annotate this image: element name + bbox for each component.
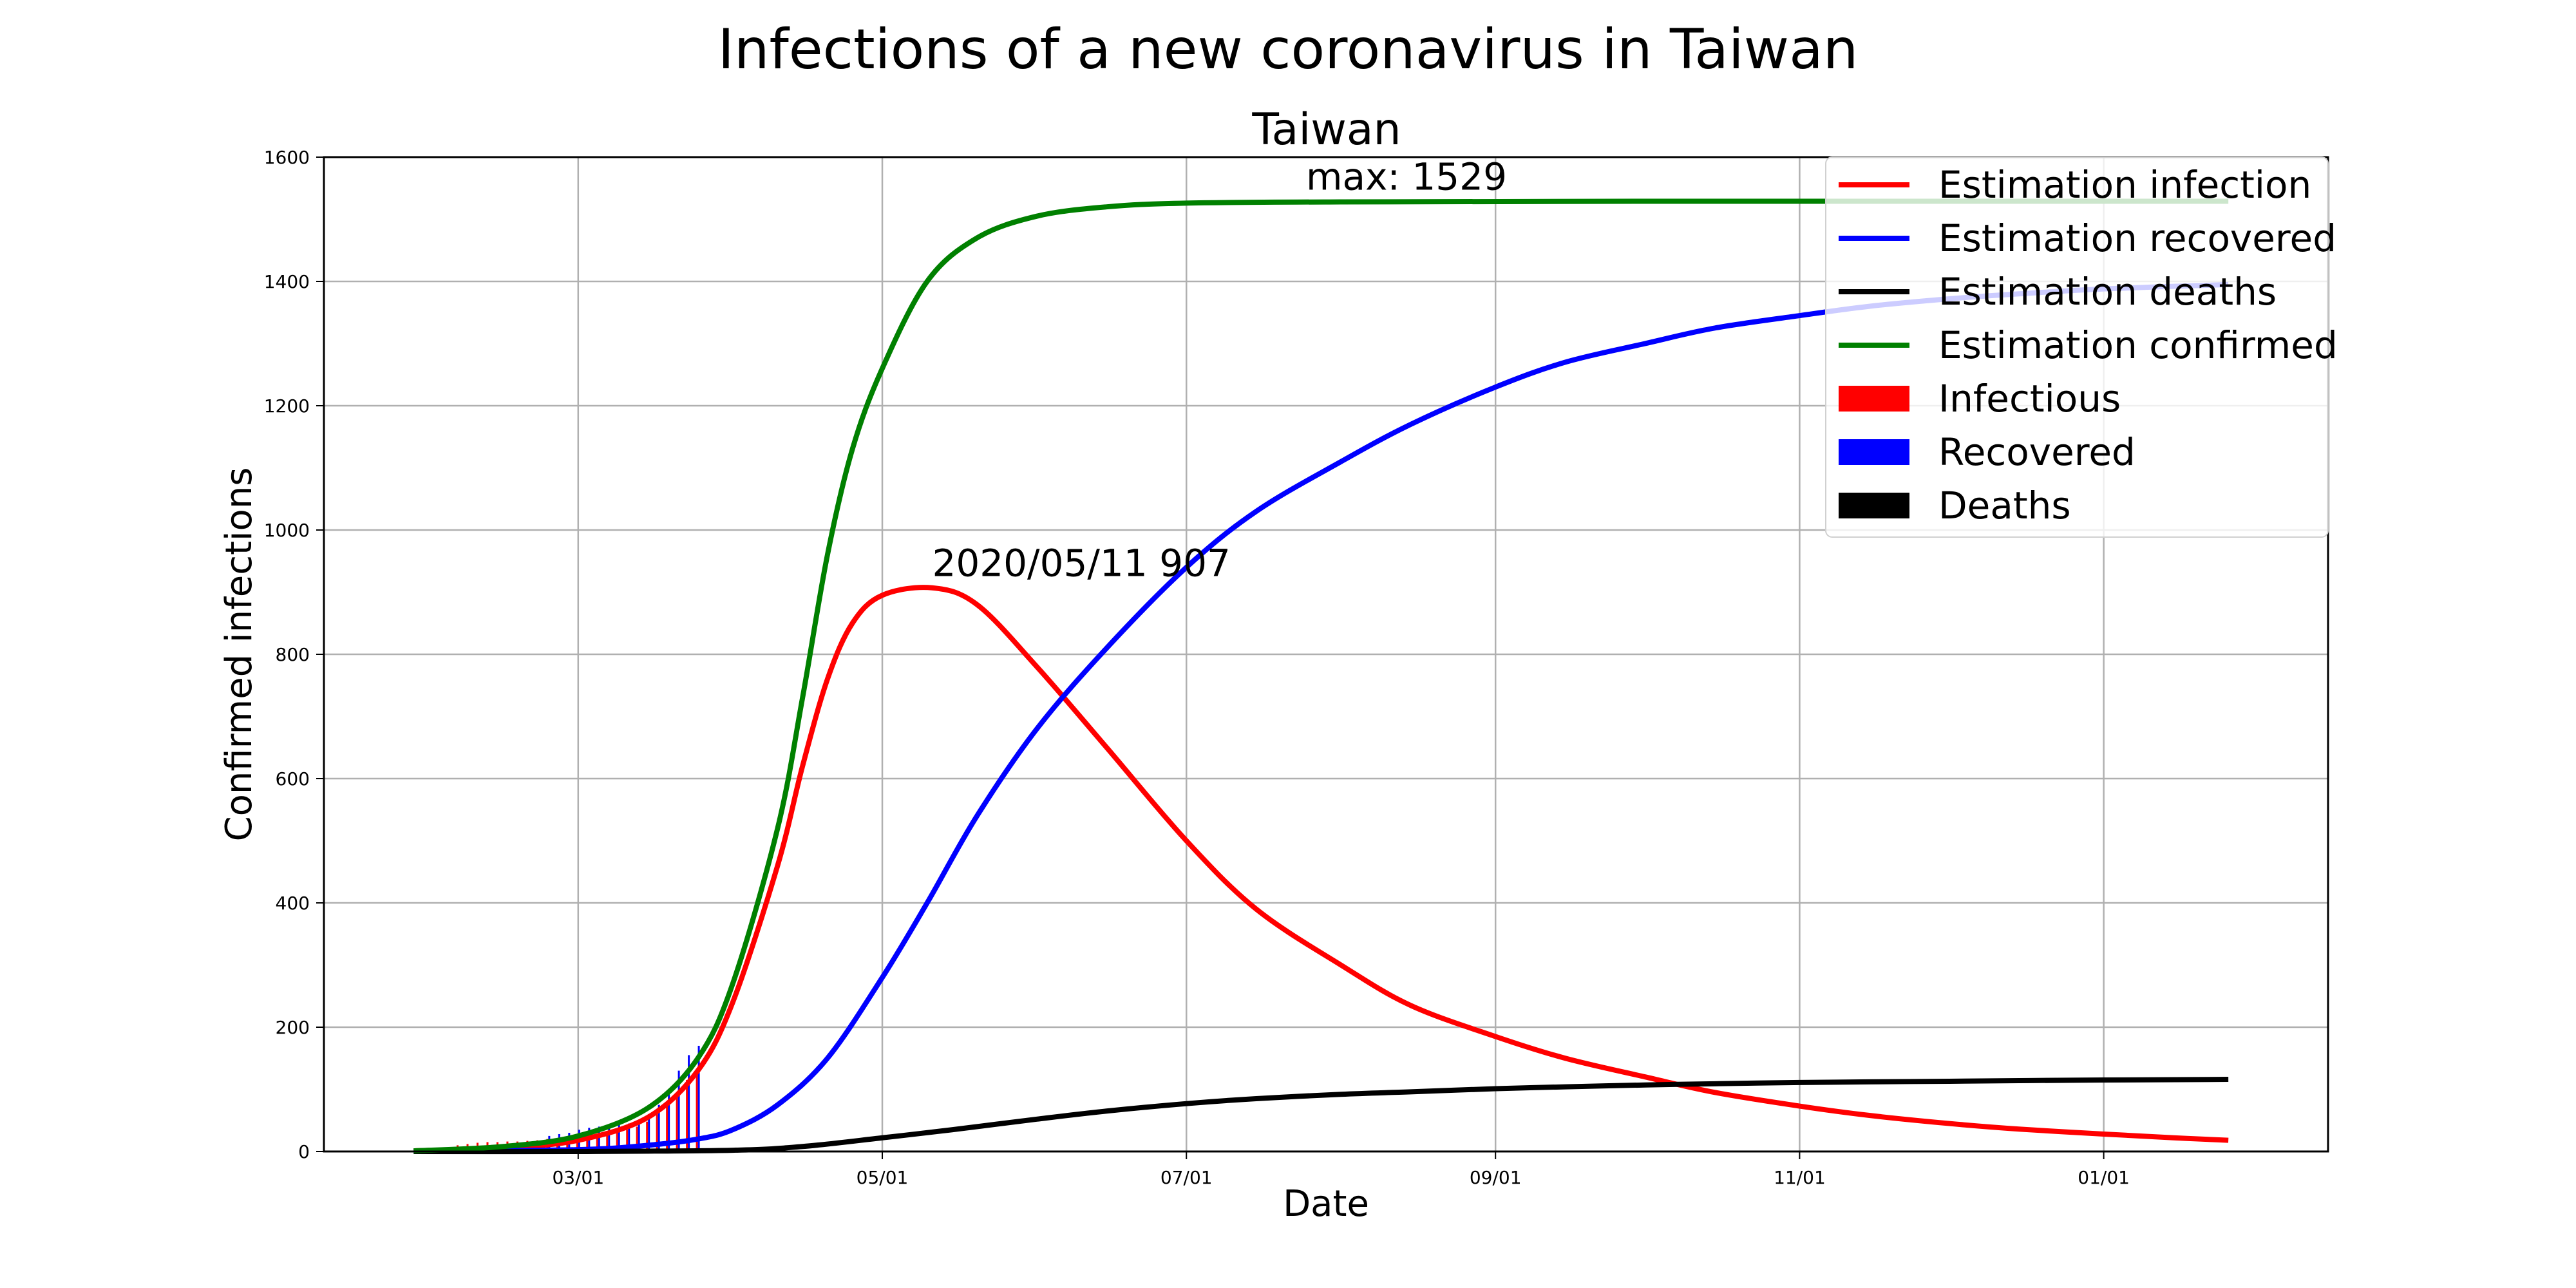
y-tick-label: 1200 xyxy=(264,395,310,417)
chart-title: Taiwan xyxy=(1251,104,1401,155)
legend-entry-label: Infectious xyxy=(1938,377,2121,421)
bar-infectious xyxy=(596,1133,598,1151)
bar-infectious xyxy=(606,1133,609,1151)
annotation: max: 1529 xyxy=(1306,155,1507,199)
legend[interactable]: Estimation infection Estimation recovered… xyxy=(1825,156,2338,538)
bar-recovered xyxy=(638,1120,640,1151)
bar-recovered xyxy=(648,1114,650,1151)
x-axis-ticks: 03/01 05/01 07/01 09/01 11/01 01/01 xyxy=(552,1151,2130,1188)
bar-infectious xyxy=(666,1104,668,1151)
y-axis-label: Confirmed infections xyxy=(218,468,260,842)
x-tick-label: 09/01 xyxy=(1470,1167,1522,1188)
bar-infectious xyxy=(676,1092,678,1151)
legend-entry-label: Deaths xyxy=(1938,484,2071,527)
x-axis-label: Date xyxy=(1283,1183,1369,1225)
bar-recovered xyxy=(658,1104,660,1151)
x-tick-label: 11/01 xyxy=(1774,1167,1826,1188)
legend-patch-swatch xyxy=(1839,439,1909,465)
bar-recovered xyxy=(618,1124,620,1151)
bar-infectious xyxy=(616,1132,618,1151)
y-tick-label: 1400 xyxy=(264,271,310,292)
legend-entry-label: Estimation recovered xyxy=(1938,216,2336,260)
legend-box xyxy=(1825,156,2329,538)
figure-title: Infections of a new coronavirus in Taiwa… xyxy=(718,17,1859,82)
y-tick-label: 1600 xyxy=(264,147,310,168)
bar-recovered xyxy=(598,1126,600,1151)
bar-infectious xyxy=(626,1130,629,1151)
bar-infectious xyxy=(586,1135,589,1151)
y-tick-label: 800 xyxy=(276,644,310,665)
bar-infectious xyxy=(656,1114,658,1151)
bar-recovered xyxy=(608,1125,611,1151)
y-tick-label: 400 xyxy=(276,893,310,914)
bar-infectious xyxy=(636,1126,638,1151)
bar-recovered xyxy=(628,1123,630,1151)
legend-entry-label: Estimation infection xyxy=(1938,163,2311,207)
x-tick-label: 01/01 xyxy=(2078,1167,2130,1188)
y-tick-label: 0 xyxy=(298,1141,310,1162)
line-estimation-confirmed xyxy=(413,198,2229,1154)
annotations: 2020/05/11 907 max: 1529 xyxy=(932,155,1507,585)
legend-patch-swatch xyxy=(1839,493,1909,518)
legend-entry-label: Recovered xyxy=(1938,430,2136,474)
bar-infectious xyxy=(646,1121,649,1151)
bar-recovered xyxy=(697,1045,700,1151)
x-tick-label: 07/01 xyxy=(1160,1167,1213,1188)
y-tick-label: 600 xyxy=(276,768,310,790)
x-tick-label: 05/01 xyxy=(857,1167,909,1188)
line-estimation-infection xyxy=(413,585,2229,1154)
bar-recovered xyxy=(668,1089,670,1151)
legend-entry-label: Estimation confirmed xyxy=(1938,323,2338,367)
x-tick-label: 03/01 xyxy=(552,1167,604,1188)
annotation: 2020/05/11 907 xyxy=(932,542,1230,585)
y-axis-ticks: 0 200 400 600 800 1000 1200 1400 1600 xyxy=(264,147,324,1162)
bar-recovered xyxy=(688,1055,690,1151)
legend-patch-swatch xyxy=(1839,386,1909,412)
bar-infectious xyxy=(686,1080,688,1151)
y-tick-label: 1000 xyxy=(264,520,310,541)
bar-recovered xyxy=(677,1070,680,1151)
bar-infectious xyxy=(576,1137,578,1151)
legend-entry-label: Estimation deaths xyxy=(1938,270,2277,314)
line-estimation-deaths xyxy=(413,1077,2229,1155)
bar-infectious xyxy=(696,1070,698,1151)
y-tick-label: 200 xyxy=(276,1017,310,1038)
